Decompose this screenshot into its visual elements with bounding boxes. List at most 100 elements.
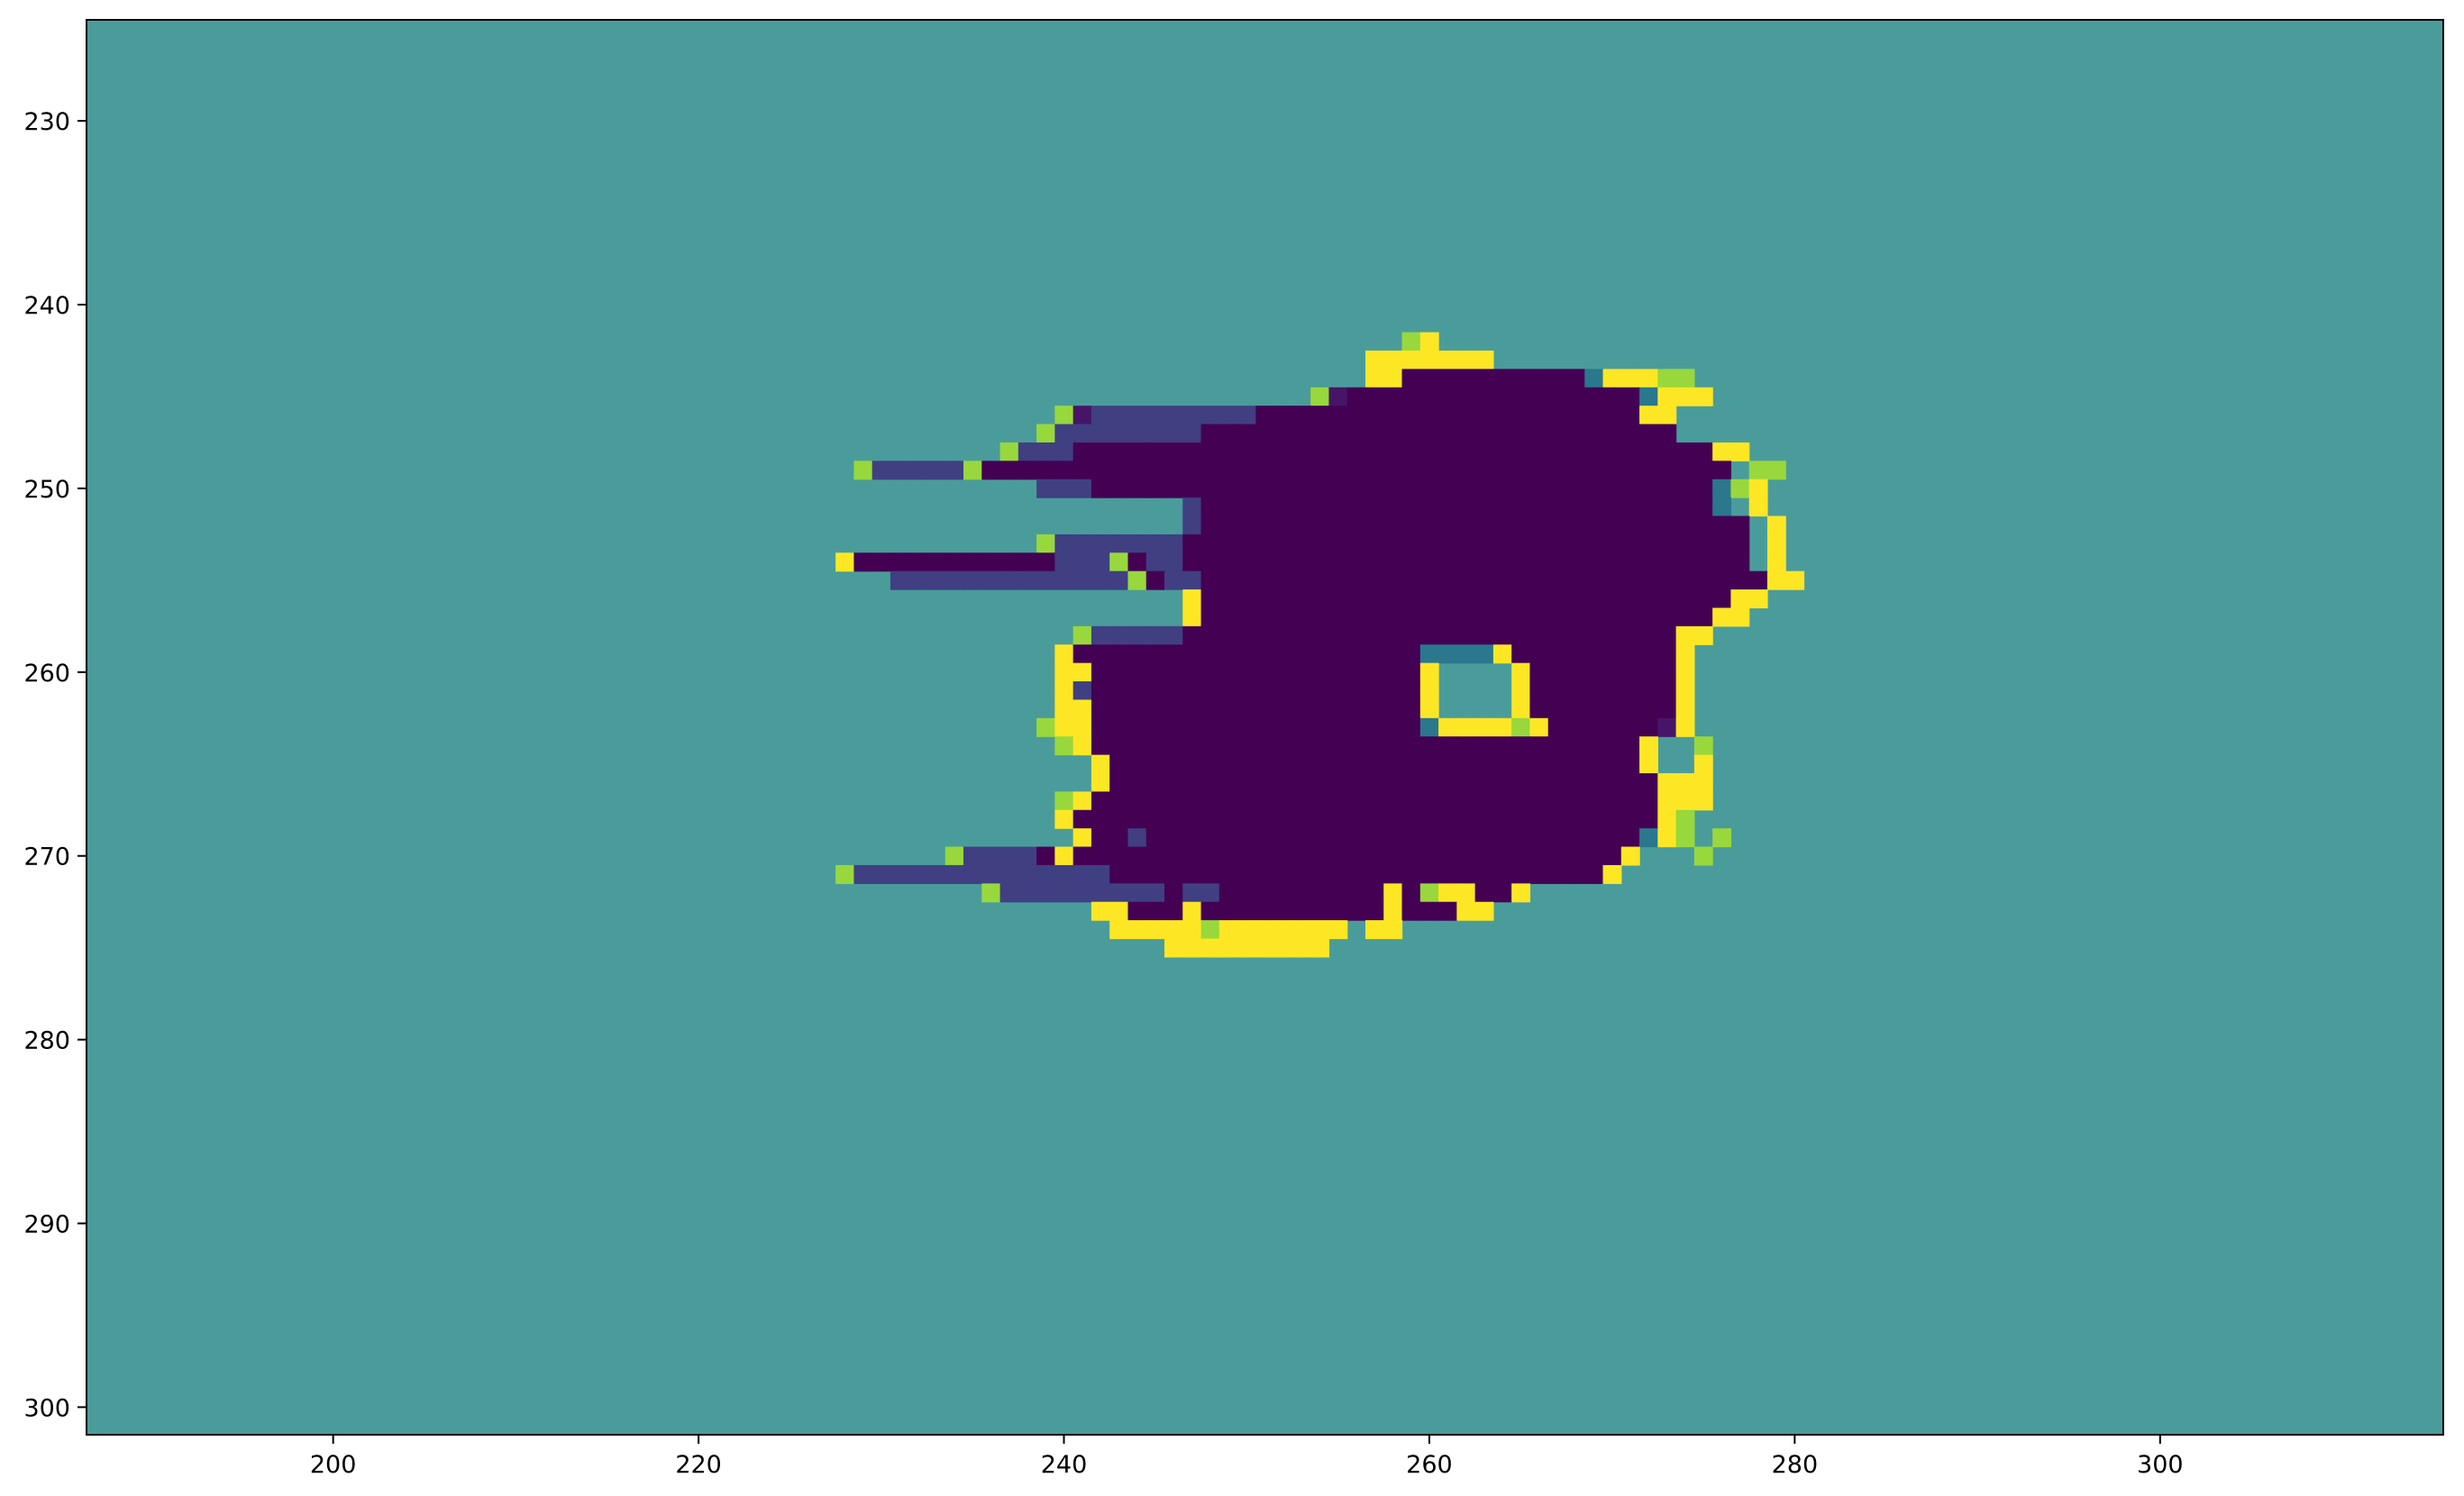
heatmap-cell xyxy=(1346,754,1366,774)
heatmap-cell xyxy=(1237,846,1256,866)
heatmap-cell xyxy=(1639,387,1658,406)
heatmap-cell xyxy=(1364,681,1384,701)
heatmap-cell xyxy=(999,864,1019,884)
heatmap-cell xyxy=(1200,552,1220,572)
heatmap-cell xyxy=(1237,497,1256,517)
heatmap-cell xyxy=(1419,607,1439,627)
heatmap-cell xyxy=(1054,406,1074,425)
heatmap-cell xyxy=(1310,662,1330,682)
heatmap-cell xyxy=(1438,351,1457,369)
heatmap-cell xyxy=(1145,479,1165,498)
heatmap-cell xyxy=(1511,406,1531,425)
heatmap-cell xyxy=(1237,552,1256,572)
heatmap-cell xyxy=(1145,883,1165,903)
heatmap-cell xyxy=(1328,644,1348,664)
heatmap-cell xyxy=(1164,479,1183,498)
heatmap-cell xyxy=(1255,552,1275,572)
heatmap-cell xyxy=(1639,461,1658,480)
heatmap-cell xyxy=(1474,387,1494,406)
heatmap-cell xyxy=(1657,607,1677,627)
heatmap-cell xyxy=(1547,644,1567,664)
heatmap-cell xyxy=(1273,589,1293,609)
heatmap-cell xyxy=(1456,809,1476,829)
heatmap-cell xyxy=(1091,644,1110,664)
heatmap-cell xyxy=(1218,938,1238,958)
heatmap-cell xyxy=(1712,589,1732,609)
heatmap-cell xyxy=(1438,515,1457,535)
heatmap-cell xyxy=(1438,901,1457,921)
heatmap-cell xyxy=(1547,625,1567,645)
heatmap-cell xyxy=(1401,772,1421,792)
heatmap-cell xyxy=(1237,809,1256,829)
heatmap-cell xyxy=(1164,717,1183,737)
heatmap-cell xyxy=(1438,864,1457,884)
heatmap-cell xyxy=(1620,772,1640,792)
heatmap-cell xyxy=(1547,589,1567,609)
heatmap-cell xyxy=(1639,736,1658,756)
heatmap-cell xyxy=(1492,772,1512,792)
heatmap-cell xyxy=(1620,736,1640,756)
x-tick-label: 260 xyxy=(1406,1451,1453,1479)
heatmap-cell xyxy=(1675,828,1695,848)
heatmap-cell xyxy=(1127,736,1147,756)
heatmap-cell xyxy=(1657,809,1677,829)
heatmap-cell xyxy=(1255,479,1275,498)
heatmap-cell xyxy=(1346,552,1366,572)
heatmap-cell xyxy=(1255,791,1275,811)
heatmap-cell xyxy=(1620,681,1640,701)
heatmap-cell xyxy=(1511,497,1531,517)
heatmap-cell xyxy=(1218,625,1238,645)
heatmap-cell xyxy=(835,552,854,572)
heatmap-cell xyxy=(1310,442,1330,461)
heatmap-cell xyxy=(1182,644,1202,664)
heatmap-cell xyxy=(1565,772,1585,792)
heatmap-cell xyxy=(1511,369,1531,388)
heatmap-cell xyxy=(1474,552,1494,572)
heatmap-cell xyxy=(1364,772,1384,792)
heatmap-cell xyxy=(1237,920,1256,940)
heatmap-cell xyxy=(1218,901,1238,921)
heatmap-cell xyxy=(1511,552,1531,572)
heatmap-cell xyxy=(1218,406,1238,425)
heatmap-cell xyxy=(1529,515,1549,535)
heatmap-cell xyxy=(1273,607,1293,627)
heatmap-cell xyxy=(1419,828,1439,848)
heatmap-cell xyxy=(1036,864,1055,884)
heatmap-cell xyxy=(1401,369,1421,388)
heatmap-cell xyxy=(1310,424,1330,443)
heatmap-cell xyxy=(1273,828,1293,848)
heatmap-cell xyxy=(1255,938,1275,958)
heatmap-cell xyxy=(1291,662,1311,682)
heatmap-cell xyxy=(1657,791,1677,811)
heatmap-cell xyxy=(1182,791,1202,811)
heatmap-cell xyxy=(1218,461,1238,480)
heatmap-cell xyxy=(1657,662,1677,682)
heatmap-cell xyxy=(1054,662,1074,682)
heatmap-cell xyxy=(1529,699,1549,719)
heatmap-cell xyxy=(1620,515,1640,535)
heatmap-cell xyxy=(1328,479,1348,498)
heatmap-cell xyxy=(1401,644,1421,664)
heatmap-cell xyxy=(1602,442,1622,461)
heatmap-cell xyxy=(1511,883,1531,903)
heatmap-cell xyxy=(1438,461,1457,480)
heatmap-cell xyxy=(1237,424,1256,443)
heatmap-cell xyxy=(1620,644,1640,664)
heatmap-cell xyxy=(1401,754,1421,774)
heatmap-cell xyxy=(1620,406,1640,425)
heatmap-cell xyxy=(1401,387,1421,406)
heatmap-cell xyxy=(1218,717,1238,737)
heatmap-cell xyxy=(1291,754,1311,774)
heatmap-cell xyxy=(1492,442,1512,461)
heatmap-cell xyxy=(1291,479,1311,498)
heatmap-cell xyxy=(1565,442,1585,461)
heatmap-cell xyxy=(1145,809,1165,829)
heatmap-cell xyxy=(1383,864,1403,884)
heatmap-cell xyxy=(1109,864,1129,884)
heatmap-cell xyxy=(1109,846,1129,866)
heatmap-cell xyxy=(1145,442,1165,461)
heatmap-cell xyxy=(1438,607,1457,627)
heatmap-cell xyxy=(1712,607,1732,627)
heatmap-cell xyxy=(1310,607,1330,627)
